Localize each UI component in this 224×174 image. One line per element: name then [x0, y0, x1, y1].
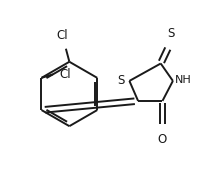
Text: Cl: Cl [57, 29, 68, 42]
Text: Cl: Cl [60, 68, 71, 81]
Text: NH: NH [175, 75, 191, 85]
Text: O: O [158, 133, 167, 146]
Text: S: S [168, 27, 175, 40]
Text: S: S [118, 74, 125, 86]
